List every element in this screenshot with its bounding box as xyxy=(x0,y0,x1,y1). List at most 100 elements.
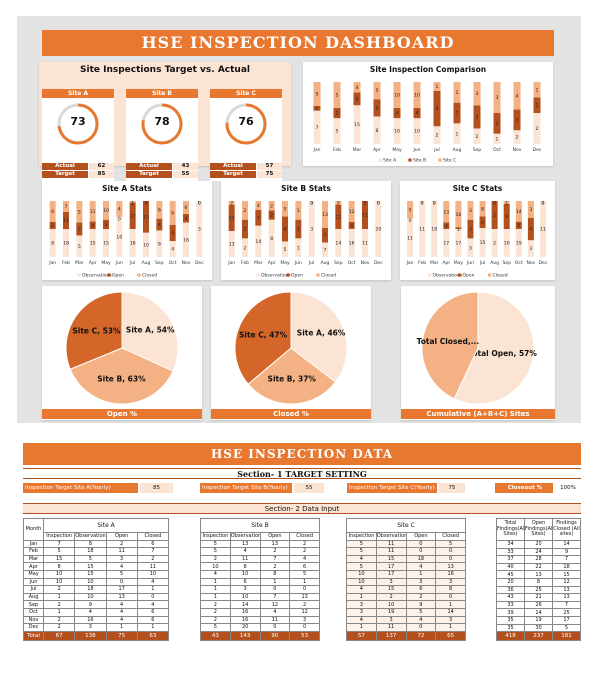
data-cell[interactable]: 1 xyxy=(42,592,76,602)
data-cell[interactable]: 4 xyxy=(346,615,377,625)
data-cell[interactable]: 6 xyxy=(289,562,320,571)
data-cell[interactable]: 18 xyxy=(74,585,107,594)
data-cell[interactable]: 0 xyxy=(105,577,138,587)
data-cell[interactable]: 7 xyxy=(136,547,170,556)
data-cell[interactable]: 1 xyxy=(289,577,320,587)
data-cell[interactable]: 6 xyxy=(136,539,170,549)
data-cell[interactable]: 2 xyxy=(289,539,320,549)
data-cell[interactable]: 15 xyxy=(74,569,107,579)
data-cell[interactable]: 5 xyxy=(105,569,138,579)
data-cell[interactable]: 1 xyxy=(136,585,170,594)
data-cell[interactable]: 4 xyxy=(136,577,170,587)
data-cell[interactable]: 2 xyxy=(42,600,76,609)
data-cell[interactable]: 2 xyxy=(289,547,320,556)
data-cell[interactable]: 9 xyxy=(74,600,107,609)
data-cell[interactable]: 15 xyxy=(74,562,107,571)
data-cell[interactable]: 11 xyxy=(375,623,407,632)
data-cell[interactable]: 10 xyxy=(200,562,231,571)
data-cell[interactable]: 0 xyxy=(136,592,170,602)
data-cell[interactable]: 10 xyxy=(42,569,76,579)
data-cell[interactable]: 2 xyxy=(136,554,170,564)
data-cell[interactable]: 5 xyxy=(200,547,231,556)
data-cell[interactable]: 5 xyxy=(289,569,320,579)
data-cell[interactable]: 4 xyxy=(105,600,138,609)
data-cell[interactable]: 1 xyxy=(105,623,138,632)
data-cell[interactable]: 19 xyxy=(375,607,407,617)
data-cell[interactable]: 1 xyxy=(346,623,377,632)
data-cell[interactable]: 3 xyxy=(346,600,377,609)
data-cell[interactable]: 6 xyxy=(136,615,170,625)
data-cell[interactable]: 11 xyxy=(259,615,291,625)
data-cell[interactable]: 2 xyxy=(42,585,76,594)
data-cell[interactable]: 16 xyxy=(229,615,261,625)
data-cell[interactable]: 16 xyxy=(229,607,261,617)
data-cell[interactable]: 2 xyxy=(200,607,231,617)
data-cell[interactable]: 5 xyxy=(200,623,231,632)
data-cell[interactable]: 11 xyxy=(136,562,170,571)
data-cell[interactable]: 5 xyxy=(42,547,76,556)
data-cell[interactable]: 18 xyxy=(405,554,437,564)
data-cell[interactable]: 0 xyxy=(405,623,437,632)
data-cell[interactable]: 3 xyxy=(346,607,377,617)
data-cell[interactable]: 11 xyxy=(105,547,138,556)
data-cell[interactable]: 13 xyxy=(105,592,138,602)
data-cell[interactable]: 4 xyxy=(105,615,138,625)
data-cell[interactable]: 17 xyxy=(375,562,407,571)
data-cell[interactable]: 15 xyxy=(42,554,76,564)
data-cell[interactable]: 11 xyxy=(375,547,407,556)
data-cell[interactable]: 10 xyxy=(136,569,170,579)
data-cell[interactable]: 2 xyxy=(200,554,231,564)
data-cell[interactable]: 3 xyxy=(375,577,407,587)
data-cell[interactable]: 5 xyxy=(74,554,107,564)
data-cell[interactable]: 0 xyxy=(405,547,437,556)
data-cell[interactable]: 10 xyxy=(375,600,407,609)
data-cell[interactable]: 11 xyxy=(375,539,407,549)
data-cell[interactable]: 2 xyxy=(259,562,291,571)
data-cell[interactable]: 8 xyxy=(229,562,261,571)
data-cell[interactable]: 8 xyxy=(74,539,107,549)
data-cell[interactable]: 13 xyxy=(259,539,291,549)
data-cell[interactable]: 1 xyxy=(136,623,170,632)
data-cell[interactable]: 12 xyxy=(259,600,291,609)
data-cell[interactable]: 7 xyxy=(259,554,291,564)
data-cell[interactable]: 1 xyxy=(200,577,231,587)
data-cell[interactable]: 0 xyxy=(289,623,320,632)
data-cell[interactable]: 6 xyxy=(405,585,437,594)
data-cell[interactable]: 3 xyxy=(375,615,407,625)
data-cell[interactable]: 4 xyxy=(346,554,377,564)
data-cell[interactable]: 1 xyxy=(346,592,377,602)
data-cell[interactable]: 1 xyxy=(405,569,437,579)
data-cell[interactable]: 12 xyxy=(289,607,320,617)
data-cell[interactable]: 2 xyxy=(375,592,407,602)
data-cell[interactable]: 17 xyxy=(105,585,138,594)
data-cell[interactable]: 8 xyxy=(435,585,466,594)
data-cell[interactable]: 6 xyxy=(136,607,170,617)
data-cell[interactable]: 8 xyxy=(259,569,291,579)
data-cell[interactable]: 20 xyxy=(229,623,261,632)
data-cell[interactable]: 11 xyxy=(229,554,261,564)
data-cell[interactable]: 3 xyxy=(229,585,261,594)
data-cell[interactable]: 3 xyxy=(105,554,138,564)
data-cell[interactable]: 2 xyxy=(405,592,437,602)
data-cell[interactable]: 2 xyxy=(200,615,231,625)
data-cell[interactable]: 1 xyxy=(259,577,291,587)
data-cell[interactable]: 14 xyxy=(435,607,466,617)
data-cell[interactable]: 4 xyxy=(136,600,170,609)
data-cell[interactable]: 5 xyxy=(346,547,377,556)
data-cell[interactable]: 5 xyxy=(405,607,437,617)
data-cell[interactable]: 4 xyxy=(105,607,138,617)
data-cell[interactable]: 16 xyxy=(74,615,107,625)
data-cell[interactable]: 8 xyxy=(42,562,76,571)
data-cell[interactable]: 2 xyxy=(105,539,138,549)
data-cell[interactable]: 5 xyxy=(346,539,377,549)
data-cell[interactable]: 1 xyxy=(435,600,466,609)
data-cell[interactable]: 3 xyxy=(405,577,437,587)
data-cell[interactable]: 1 xyxy=(200,585,231,594)
data-cell[interactable]: 4 xyxy=(259,607,291,617)
data-cell[interactable]: 3 xyxy=(435,577,466,587)
data-cell[interactable]: 7 xyxy=(42,539,76,549)
data-cell[interactable]: 0 xyxy=(259,623,291,632)
data-cell[interactable]: 4 xyxy=(289,554,320,564)
data-cell[interactable]: 4 xyxy=(405,615,437,625)
data-cell[interactable]: 4 xyxy=(74,607,107,617)
